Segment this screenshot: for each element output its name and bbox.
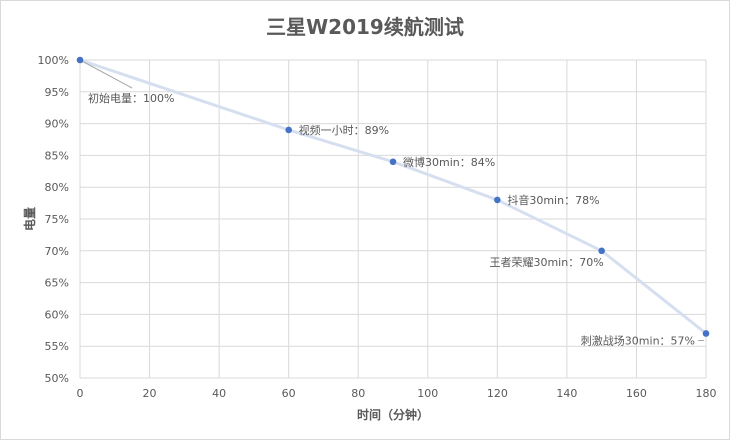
x-tick-label: 0 [77,387,84,400]
y-tick-label: 100% [38,54,69,67]
y-axis-title: 电量 [22,207,37,231]
x-tick-label: 60 [282,387,296,400]
data-point [285,126,292,134]
data-label: 微博30min：84% [403,155,495,169]
y-tick-label: 65% [45,277,69,290]
y-tick-label: 50% [45,372,69,385]
x-tick-label: 180 [696,387,717,400]
data-label: 王者荣耀30min：70% [489,256,603,269]
data-point [76,56,84,64]
leader-line [79,59,133,89]
series-line [79,58,707,335]
data-label: 初始电量：100% [88,91,174,105]
x-tick-label: 80 [351,387,365,400]
y-tick-label: 90% [45,118,69,131]
data-label: 视频一小时：89% [299,123,389,137]
x-tick-label: 120 [487,387,508,400]
x-axis-title: 时间（分钟） [357,407,429,422]
y-tick-label: 80% [45,181,69,194]
x-tick-label: 40 [212,387,226,400]
x-tick-label: 160 [626,387,647,400]
data-point [702,330,710,337]
y-tick-label: 75% [45,213,69,226]
x-tick-label: 140 [556,387,577,400]
data-point [598,247,605,255]
y-tick-label: 60% [45,308,69,321]
chart-title: 三星W2019续航测试 [266,15,464,39]
y-tick-label: 95% [45,86,69,99]
y-tick-label: 70% [45,245,69,258]
y-tick-label: 55% [45,340,69,353]
y-tick-label: 85% [45,149,69,162]
x-tick-label: 20 [143,387,157,400]
data-point [494,196,501,204]
data-label: 刺激战场30min：57% [581,333,695,347]
x-tick-label: 100 [417,387,438,400]
data-point [389,158,397,166]
data-label: 抖音30min：78% [507,193,599,207]
